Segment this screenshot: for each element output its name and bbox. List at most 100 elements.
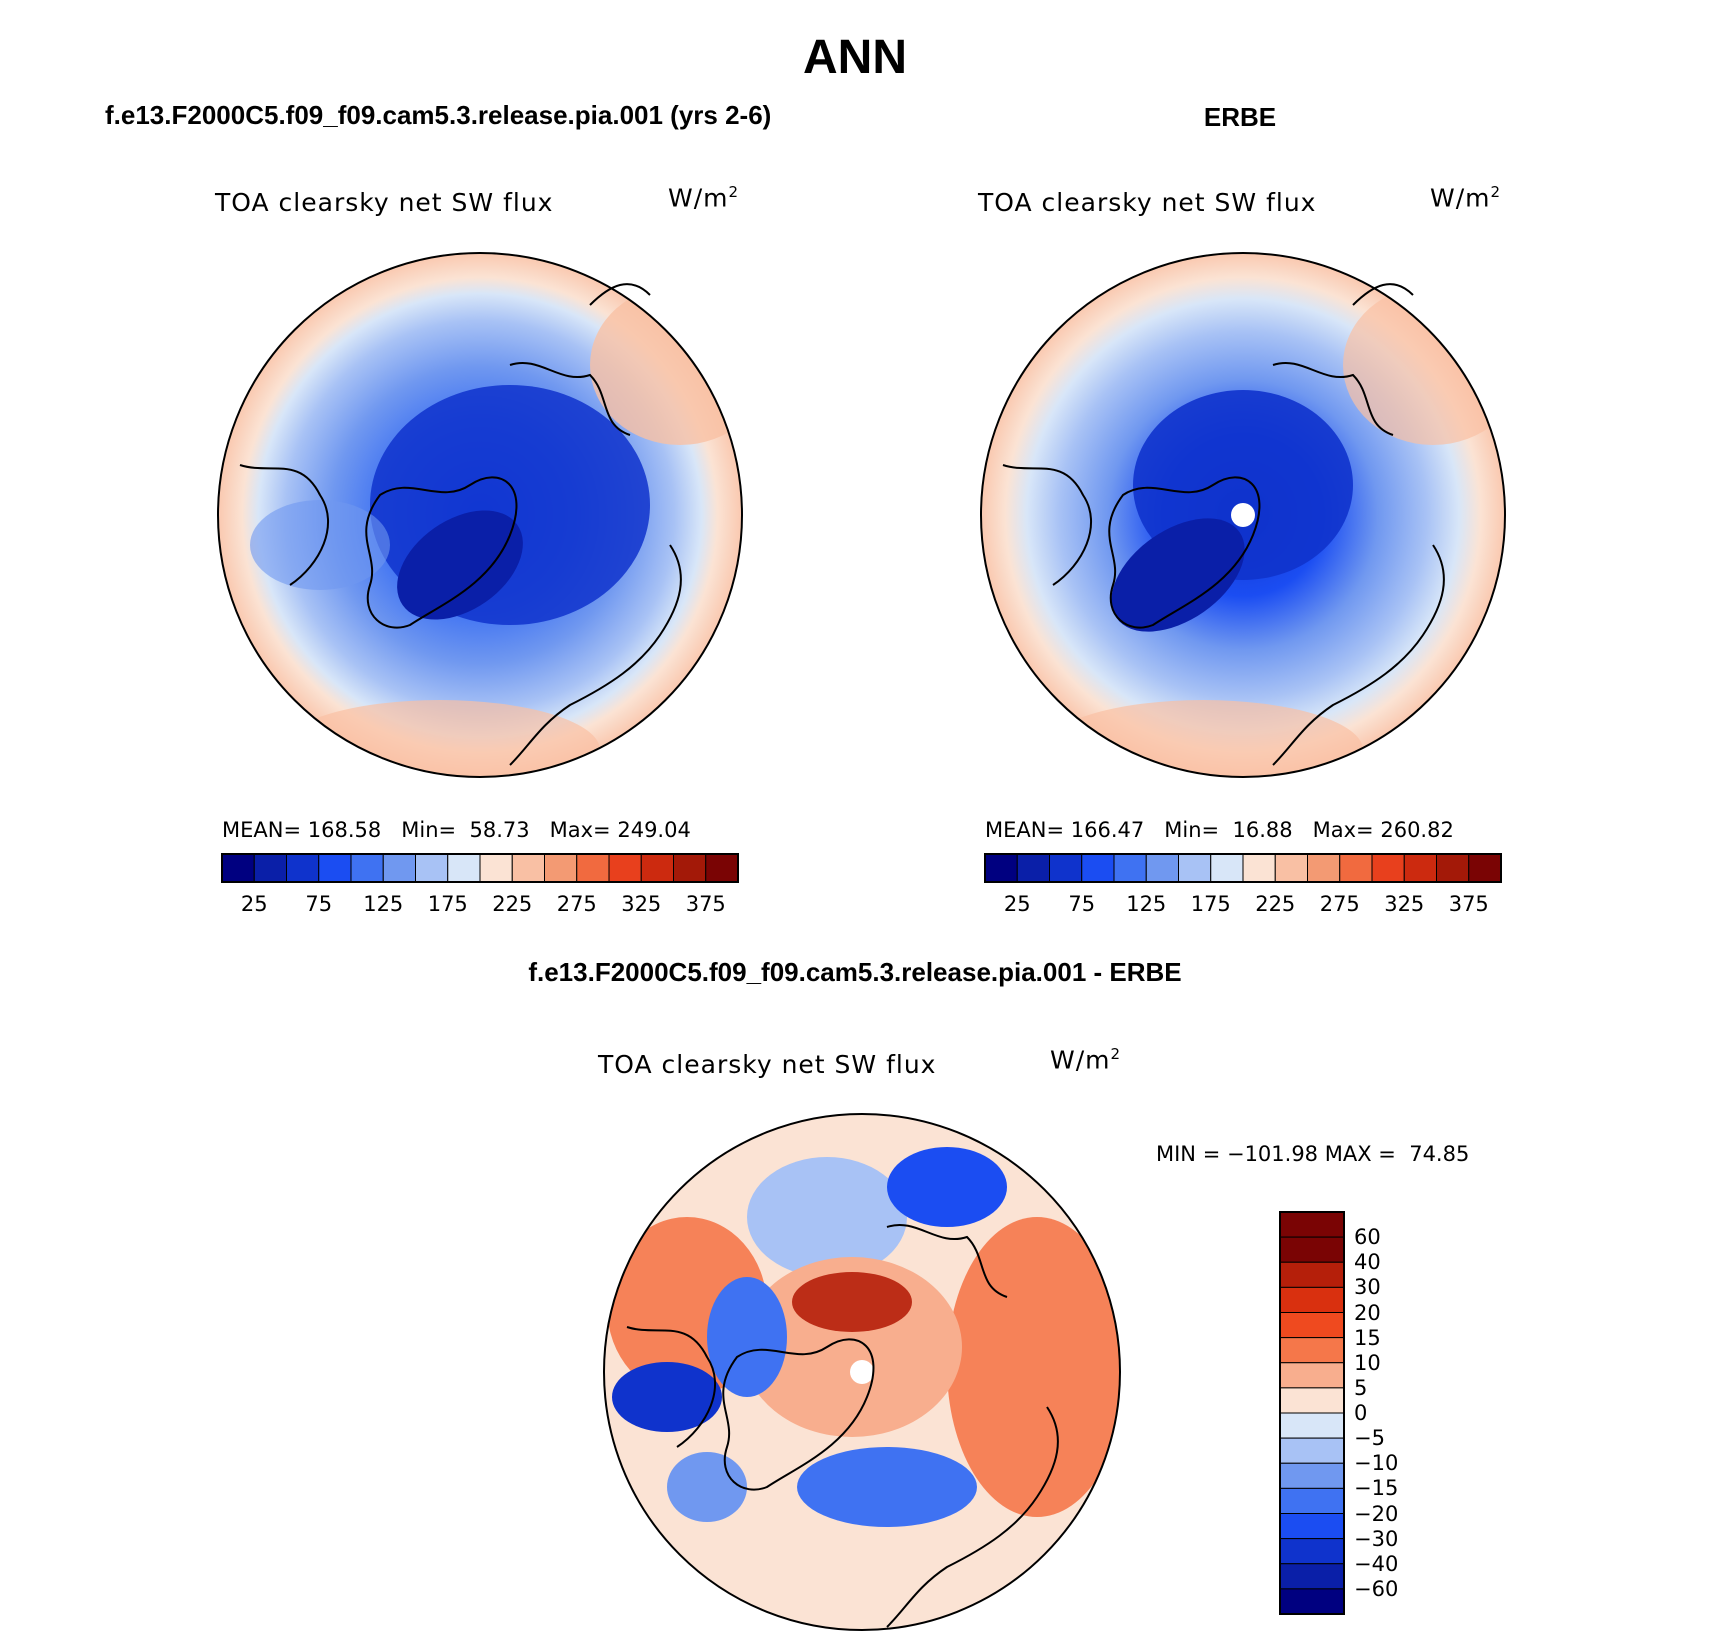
colorbar-tick-label: 15 [1354, 1325, 1381, 1350]
colorbar-tick-label: 275 [556, 892, 597, 916]
obs-polar-map [980, 252, 1506, 778]
obs-colorbar [984, 853, 1502, 883]
colorbar-swatch [1279, 1437, 1345, 1464]
colorbar-swatch [1371, 853, 1405, 883]
difference-colorbar-labels: 60 40 30 20 15 10 5 0 −5 −10 −15 −20 −30 −40 −60 [1354, 1212, 1434, 1614]
colorbar-tick-label: 375 [1448, 892, 1489, 916]
colorbar-tick-label: 5 [1354, 1375, 1368, 1400]
difference-polar-map [603, 1113, 1121, 1631]
model-polar-map [217, 252, 743, 778]
colorbar-swatch [350, 853, 384, 883]
colorbar-tick-label: 375 [685, 892, 726, 916]
colorbar-swatch [1279, 1312, 1345, 1339]
colorbar-swatch [1279, 1462, 1345, 1489]
coastline-icon [626, 1224, 1059, 1628]
colorbar-swatch [1016, 853, 1050, 883]
colorbar-swatch [382, 853, 416, 883]
colorbar-swatch [1279, 1412, 1345, 1439]
colorbar-swatch [1279, 1588, 1345, 1615]
colorbar-swatch [1339, 853, 1373, 883]
colorbar-frame [984, 853, 1502, 883]
difference-variable-label: TOA clearsky net SW flux [598, 1050, 937, 1079]
obs-units-label: W/m2 [1430, 183, 1502, 213]
colorbar-swatch [1242, 853, 1276, 883]
colorbar-swatch [1081, 853, 1115, 883]
colorbar-tick-label: 75 [1068, 892, 1096, 916]
colorbar-tick-label: 0 [1354, 1401, 1368, 1425]
colorbar-swatch [1113, 853, 1147, 883]
colorbar-swatch [1210, 853, 1244, 883]
page-title: ANN [803, 31, 907, 84]
colorbar-swatch [1274, 853, 1308, 883]
colorbar-tick-label: 25 [240, 892, 268, 916]
colorbar-swatch [1178, 853, 1212, 883]
colorbar-swatch [511, 853, 545, 883]
colorbar-tick-label: 325 [621, 892, 662, 916]
colorbar-swatch [1279, 1286, 1345, 1313]
colorbar-tick-label: −30 [1354, 1526, 1399, 1551]
colorbar-tick-label: −40 [1354, 1551, 1399, 1576]
colorbar-swatch [705, 853, 739, 883]
colorbar-swatch [1279, 1513, 1345, 1540]
colorbar-swatch [1049, 853, 1083, 883]
colorbar-swatch [673, 853, 707, 883]
colorbar-tick-label: −10 [1354, 1451, 1399, 1476]
difference-colorbar [1279, 1211, 1345, 1615]
colorbar-swatch [1468, 853, 1502, 883]
colorbar-swatch [1307, 853, 1341, 883]
difference-units-label: W/m2 [1050, 1045, 1122, 1075]
difference-panel-title: f.e13.F2000C5.f09_f09.cam5.3.release.pia… [528, 957, 1182, 987]
model-units-label: W/m2 [668, 183, 740, 213]
colorbar-tick-label: 75 [305, 892, 333, 916]
colorbar-swatch [1279, 1487, 1345, 1514]
colorbar-swatch [286, 853, 320, 883]
colorbar-tick-label: 10 [1354, 1350, 1381, 1375]
colorbar-swatch [1145, 853, 1179, 883]
colorbar-frame [221, 853, 739, 883]
coastline-icon [1002, 283, 1445, 766]
colorbar-swatch [576, 853, 610, 883]
colorbar-tick-label: 30 [1354, 1275, 1381, 1300]
obs-variable-label: TOA clearsky net SW flux [978, 188, 1317, 217]
colorbar-tick-label: 175 [427, 892, 468, 916]
colorbar-tick-label: −5 [1354, 1426, 1385, 1451]
model-colorbar-labels: 25 75 125 175 225 275 325 375 [222, 892, 738, 922]
colorbar-swatch [253, 853, 287, 883]
difference-minmax: MIN = −101.98 MAX = 74.85 [1156, 1142, 1470, 1166]
colorbar-swatch [318, 853, 352, 883]
colorbar-tick-label: 125 [363, 892, 404, 916]
obs-panel-title: ERBE [1203, 102, 1277, 132]
model-variable-label: TOA clearsky net SW flux [215, 188, 554, 217]
colorbar-swatch [640, 853, 674, 883]
colorbar-tick-label: −20 [1354, 1501, 1399, 1526]
colorbar-swatch [1403, 853, 1437, 883]
colorbar-frame [1279, 1211, 1345, 1615]
model-stats: MEAN= 168.58 Min= 58.73 Max= 249.04 [222, 818, 691, 842]
colorbar-swatch [1279, 1387, 1345, 1414]
colorbar-tick-label: 20 [1354, 1300, 1381, 1325]
colorbar-swatch [1279, 1337, 1345, 1364]
colorbar-tick-label: 125 [1126, 892, 1167, 916]
coastline-icon [239, 283, 682, 766]
colorbar-tick-label: 40 [1354, 1250, 1381, 1275]
colorbar-swatch [1279, 1261, 1345, 1288]
colorbar-swatch [984, 853, 1018, 883]
colorbar-swatch [1279, 1563, 1345, 1590]
colorbar-swatch [221, 853, 255, 883]
colorbar-tick-label: 225 [1255, 892, 1296, 916]
colorbar-swatch [544, 853, 578, 883]
colorbar-swatch [1279, 1362, 1345, 1389]
obs-colorbar-labels: 25 75 125 175 225 275 325 375 [985, 892, 1501, 922]
colorbar-tick-label: −60 [1354, 1576, 1399, 1601]
colorbar-swatch [447, 853, 481, 883]
colorbar-swatch [1279, 1236, 1345, 1263]
colorbar-swatch [608, 853, 642, 883]
model-panel-title: f.e13.F2000C5.f09_f09.cam5.3.release.pia… [105, 100, 772, 130]
colorbar-tick-label: 175 [1190, 892, 1231, 916]
colorbar-tick-label: 325 [1384, 892, 1425, 916]
colorbar-swatch [1436, 853, 1470, 883]
colorbar-tick-label: 275 [1319, 892, 1360, 916]
colorbar-swatch [1279, 1538, 1345, 1565]
colorbar-tick-label: 25 [1003, 892, 1031, 916]
colorbar-tick-label: −15 [1354, 1476, 1399, 1501]
